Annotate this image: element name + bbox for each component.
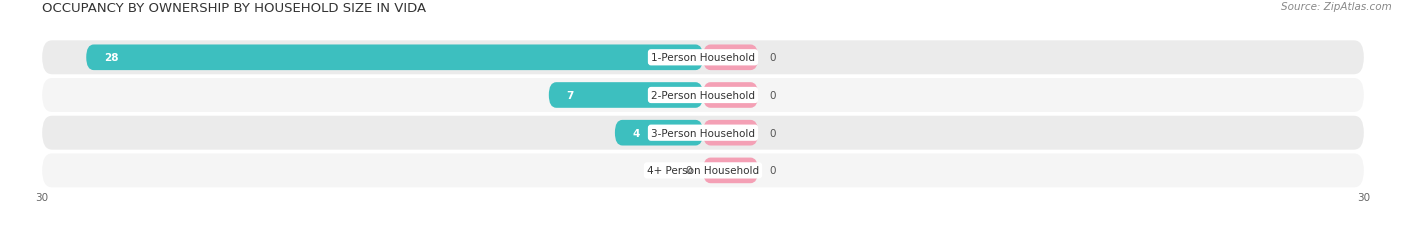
- Text: 0: 0: [769, 53, 776, 63]
- FancyBboxPatch shape: [614, 120, 703, 146]
- Text: Source: ZipAtlas.com: Source: ZipAtlas.com: [1281, 2, 1392, 12]
- FancyBboxPatch shape: [42, 154, 1364, 188]
- FancyBboxPatch shape: [548, 83, 703, 108]
- Text: OCCUPANCY BY OWNERSHIP BY HOUSEHOLD SIZE IN VIDA: OCCUPANCY BY OWNERSHIP BY HOUSEHOLD SIZE…: [42, 2, 426, 15]
- FancyBboxPatch shape: [42, 79, 1364, 112]
- Text: 4: 4: [633, 128, 640, 138]
- Text: 1-Person Household: 1-Person Household: [651, 53, 755, 63]
- FancyBboxPatch shape: [86, 45, 703, 71]
- Text: 3-Person Household: 3-Person Household: [651, 128, 755, 138]
- FancyBboxPatch shape: [703, 45, 758, 71]
- Text: 7: 7: [567, 91, 574, 100]
- Text: 2-Person Household: 2-Person Household: [651, 91, 755, 100]
- FancyBboxPatch shape: [703, 120, 758, 146]
- Text: 0: 0: [769, 166, 776, 176]
- FancyBboxPatch shape: [703, 158, 758, 183]
- Text: 0: 0: [769, 91, 776, 100]
- Text: 0: 0: [686, 166, 692, 176]
- Text: 4+ Person Household: 4+ Person Household: [647, 166, 759, 176]
- FancyBboxPatch shape: [42, 41, 1364, 75]
- Text: 0: 0: [769, 128, 776, 138]
- Text: 28: 28: [104, 53, 118, 63]
- FancyBboxPatch shape: [703, 83, 758, 108]
- FancyBboxPatch shape: [42, 116, 1364, 150]
